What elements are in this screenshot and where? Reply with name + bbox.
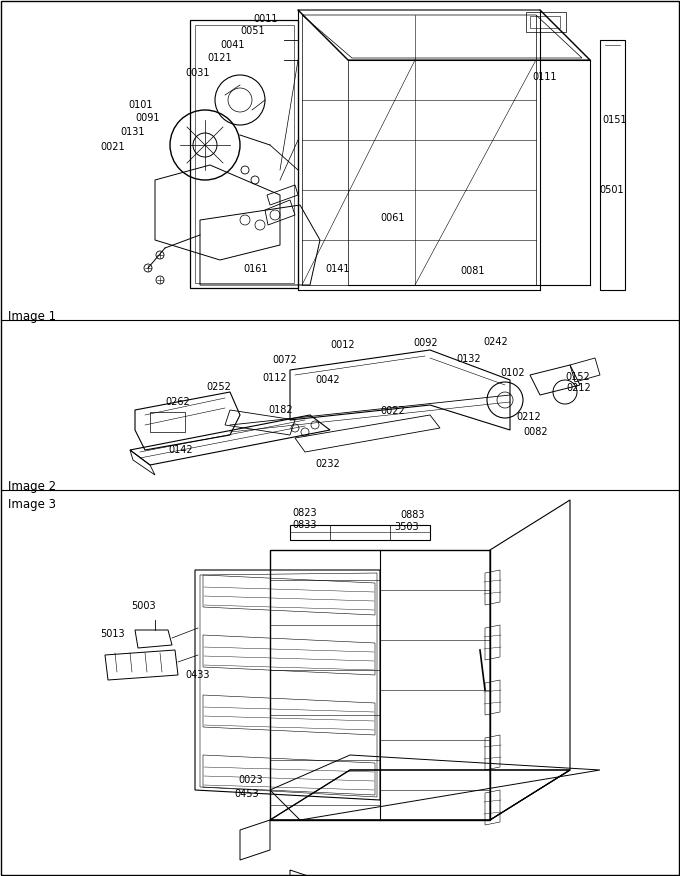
Text: 0072: 0072 xyxy=(272,355,296,365)
Text: 0883: 0883 xyxy=(400,510,424,520)
Text: 0182: 0182 xyxy=(268,405,292,415)
Text: 0152: 0152 xyxy=(565,372,590,382)
Text: 5003: 5003 xyxy=(131,601,156,611)
Text: 0453: 0453 xyxy=(234,789,258,799)
Text: 0121: 0121 xyxy=(207,53,232,63)
Text: Image 1: Image 1 xyxy=(8,310,56,323)
Text: 0242: 0242 xyxy=(483,337,508,347)
Text: 0252: 0252 xyxy=(206,382,231,392)
Text: 0081: 0081 xyxy=(460,266,484,276)
Bar xyxy=(530,16,560,28)
Text: 0142: 0142 xyxy=(168,445,192,455)
Text: 0101: 0101 xyxy=(128,100,152,110)
Text: 0051: 0051 xyxy=(240,26,265,36)
Bar xyxy=(150,412,185,432)
Text: 0131: 0131 xyxy=(120,127,144,137)
Text: 0232: 0232 xyxy=(315,459,340,469)
Text: 0151: 0151 xyxy=(602,115,627,125)
Text: 0501: 0501 xyxy=(599,185,624,195)
Text: 0212: 0212 xyxy=(516,412,541,422)
Text: 0082: 0082 xyxy=(523,427,547,437)
Text: 0262: 0262 xyxy=(165,397,190,407)
Text: 0031: 0031 xyxy=(185,68,209,78)
Text: 0041: 0041 xyxy=(220,40,245,50)
Text: 0022: 0022 xyxy=(380,406,405,416)
Text: 0023: 0023 xyxy=(238,775,262,785)
Text: 0091: 0091 xyxy=(135,113,160,123)
Text: 0042: 0042 xyxy=(315,375,339,385)
Text: 0011: 0011 xyxy=(253,14,277,24)
Text: 0132: 0132 xyxy=(456,354,481,364)
Text: 0102: 0102 xyxy=(500,368,525,378)
Text: 0433: 0433 xyxy=(185,670,209,680)
Text: 0061: 0061 xyxy=(380,213,405,223)
Text: 3503: 3503 xyxy=(394,522,419,532)
Text: 0112: 0112 xyxy=(262,373,287,383)
Text: 0161: 0161 xyxy=(243,264,267,274)
Text: 0141: 0141 xyxy=(325,264,350,274)
Text: 0092: 0092 xyxy=(413,338,438,348)
Text: 0021: 0021 xyxy=(100,142,124,152)
Bar xyxy=(526,12,566,32)
Text: 0111: 0111 xyxy=(532,72,556,82)
Text: Image 3: Image 3 xyxy=(8,498,56,511)
Text: 0823: 0823 xyxy=(292,508,317,518)
Text: 0833: 0833 xyxy=(292,520,316,530)
Text: Image 2: Image 2 xyxy=(8,480,56,493)
Text: 0012: 0012 xyxy=(330,340,355,350)
Text: 0212: 0212 xyxy=(566,383,591,393)
Text: 5013: 5013 xyxy=(100,629,124,639)
